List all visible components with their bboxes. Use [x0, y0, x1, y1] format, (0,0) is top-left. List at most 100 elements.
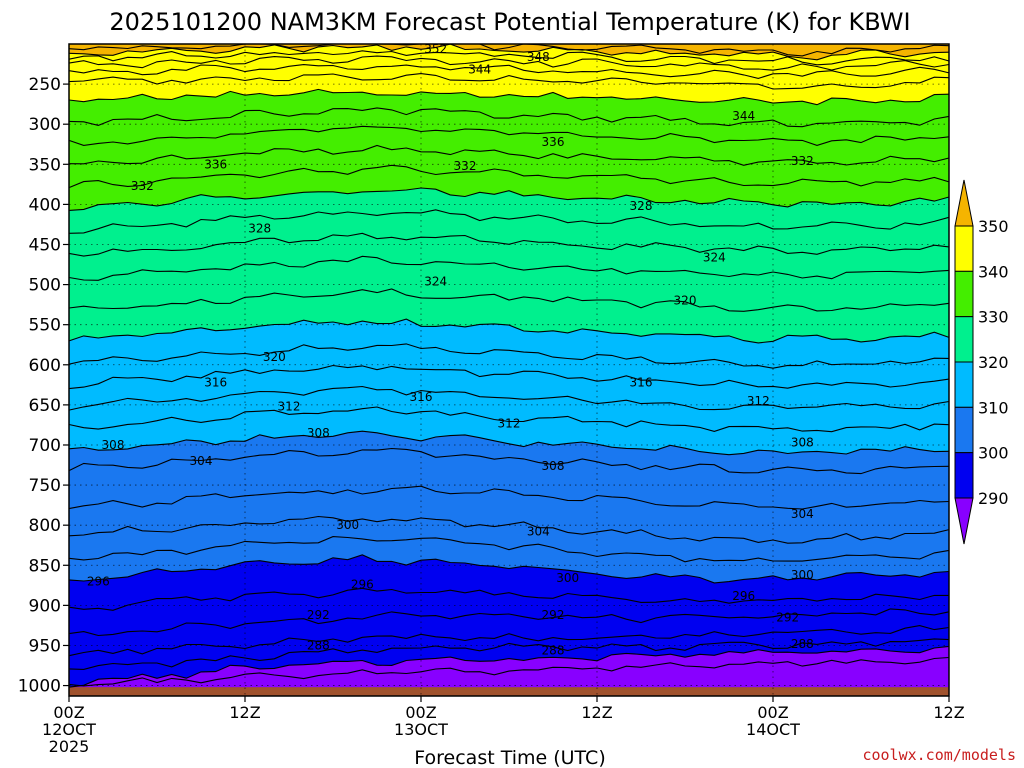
contour-label: 288: [542, 643, 565, 657]
contour-label: 308: [102, 438, 125, 452]
y-tick-label: 550: [29, 316, 61, 336]
contour-label: 316: [410, 390, 433, 404]
contour-label: 316: [204, 375, 227, 389]
x-tick-date: 13OCT: [394, 720, 448, 739]
contour-label: 348: [527, 50, 550, 64]
contour-line: [68, 318, 950, 344]
x-tick-date: 12OCT: [42, 720, 96, 739]
band-fill: [69, 608, 949, 656]
x-tick-label: 00Z: [757, 703, 788, 722]
contour-line: [68, 385, 950, 411]
contour-label: 324: [703, 250, 726, 264]
band-fill: [69, 188, 949, 234]
x-tick-year: 2025: [49, 737, 90, 756]
contour-label: 320: [263, 350, 286, 364]
chart-title: 2025101200 NAM3KM Forecast Potential Tem…: [109, 8, 910, 36]
contour-label: 352: [424, 42, 447, 56]
contour-line: [68, 447, 950, 475]
contour-label: 332: [791, 154, 814, 168]
band-fill: [69, 486, 949, 544]
contour-line: [68, 343, 950, 369]
contour-label: 328: [248, 221, 271, 235]
contour-label: 308: [542, 459, 565, 473]
band-fill: [69, 365, 949, 411]
contour-line: [68, 608, 950, 637]
contour-lines: [68, 43, 950, 688]
contour-line: [68, 587, 949, 611]
band-fill: [69, 126, 949, 166]
contour-line: [68, 645, 950, 688]
y-tick-label: 700: [29, 436, 61, 456]
y-tick-label: 950: [29, 636, 61, 656]
colorbar-extend-top: [954, 179, 974, 227]
band-fill: [69, 638, 949, 688]
x-tick-label: 12Z: [229, 703, 260, 722]
y-tick-label: 400: [29, 195, 61, 215]
colorbar-label: 310: [978, 398, 1009, 417]
band-fill: [69, 386, 949, 432]
contour-line: [68, 255, 950, 281]
contour-line: [68, 64, 950, 79]
contour-line: [68, 125, 950, 146]
contour-label: 296: [732, 589, 755, 603]
contour-line: [68, 187, 950, 211]
contour-label: 308: [791, 436, 814, 450]
x-tick-date: 14OCT: [746, 720, 800, 739]
contour-label: 304: [791, 507, 814, 521]
credit-link[interactable]: coolwx.com/models: [862, 746, 1016, 764]
colorbar-label: 350: [978, 217, 1009, 236]
contour-label: 300: [556, 571, 579, 585]
colorbar-swatch: [954, 225, 974, 272]
band-fill: [69, 73, 949, 105]
contour-line: [68, 144, 950, 166]
contour-line: [68, 164, 950, 189]
contour-line: [68, 485, 950, 510]
colorbar-swatch: [954, 406, 974, 454]
contour-label: 344: [468, 63, 491, 77]
y-tick-label: 600: [29, 356, 61, 376]
contour-label: 292: [307, 608, 330, 622]
contour-label: 304: [190, 454, 213, 468]
contour-fills: [69, 44, 949, 696]
contour-line: [68, 107, 950, 128]
colorbar-swatch: [954, 361, 974, 408]
colorbar-label: 330: [978, 308, 1009, 327]
band-fill: [69, 165, 949, 211]
colorbar-swatch: [954, 316, 974, 363]
band-fill: [69, 289, 949, 343]
ground-surface: [69, 687, 949, 696]
contour-line: [68, 88, 950, 106]
band-fill: [69, 89, 949, 127]
band-fill: [69, 343, 949, 389]
contour-label: 316: [630, 375, 653, 389]
contour-label: 312: [498, 416, 521, 430]
contour-label: 292: [542, 608, 565, 622]
contour-line: [68, 536, 950, 563]
band-fill: [69, 56, 949, 79]
contour-label: 292: [776, 610, 799, 624]
plot-frame: [68, 43, 950, 697]
band-fill: [69, 107, 949, 146]
contour-label: 344: [732, 109, 755, 123]
band-fill: [69, 646, 949, 688]
band-fill: [69, 536, 949, 583]
contour-line: [68, 515, 950, 544]
contour-label: 288: [791, 637, 814, 651]
contour-line: [68, 625, 950, 657]
band-fill: [69, 145, 949, 188]
contour-label: 308: [307, 426, 330, 440]
contour-line: [68, 43, 950, 61]
band-fill: [69, 407, 949, 455]
y-tick-label: 300: [29, 115, 61, 135]
y-tick-label: 250: [29, 75, 61, 95]
colorbar-label: 300: [978, 444, 1009, 463]
y-tick-label: 500: [29, 276, 61, 296]
contour-line: [68, 73, 950, 90]
contour-label: 312: [747, 394, 770, 408]
band-fill: [69, 657, 949, 696]
contour-line: [68, 288, 950, 312]
contour-line: [68, 50, 950, 66]
contour-label: 336: [204, 157, 227, 171]
contour-label: 320: [674, 294, 697, 308]
